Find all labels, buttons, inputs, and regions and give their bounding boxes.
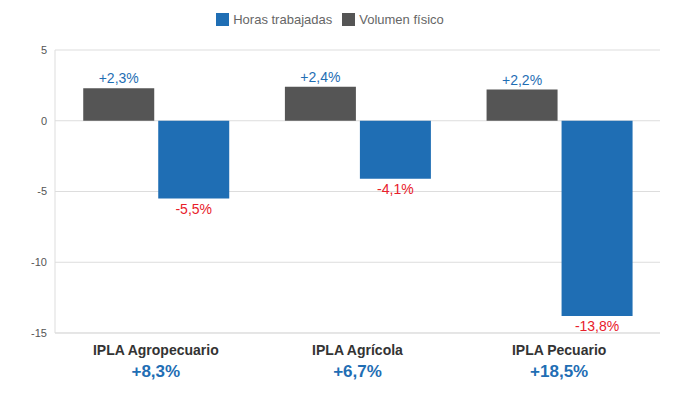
svg-text:0: 0 [41,115,47,127]
html-text:Volumen físico: Volumen físico [359,12,444,27]
svg-text:+18,5%: +18,5% [530,362,588,381]
html-text:Horas trabajadas: Horas trabajadas [233,12,333,27]
svg-text:-5,5%: -5,5% [175,201,212,217]
svg-text:+6,7%: +6,7% [333,362,382,381]
svg-text:-4,1%: -4,1% [377,181,414,197]
svg-text:-13,8%: -13,8% [575,318,619,334]
svg-text:+2,4%: +2,4% [300,69,340,85]
svg-text:-5: -5 [37,185,47,197]
svg-text:IPLA Pecuario: IPLA Pecuario [512,342,606,358]
svg-text:5: 5 [41,44,47,56]
svg-text:+8,3%: +8,3% [131,362,180,381]
svg-text:+2,2%: +2,2% [502,72,542,88]
svg-text:IPLA Agrícola: IPLA Agrícola [312,342,403,358]
svg-text:-10: -10 [31,256,47,268]
svg-text:+2,3%: +2,3% [99,70,139,86]
svg-text:IPLA Agropecuario: IPLA Agropecuario [93,342,219,358]
svg-text:-15: -15 [31,327,47,339]
